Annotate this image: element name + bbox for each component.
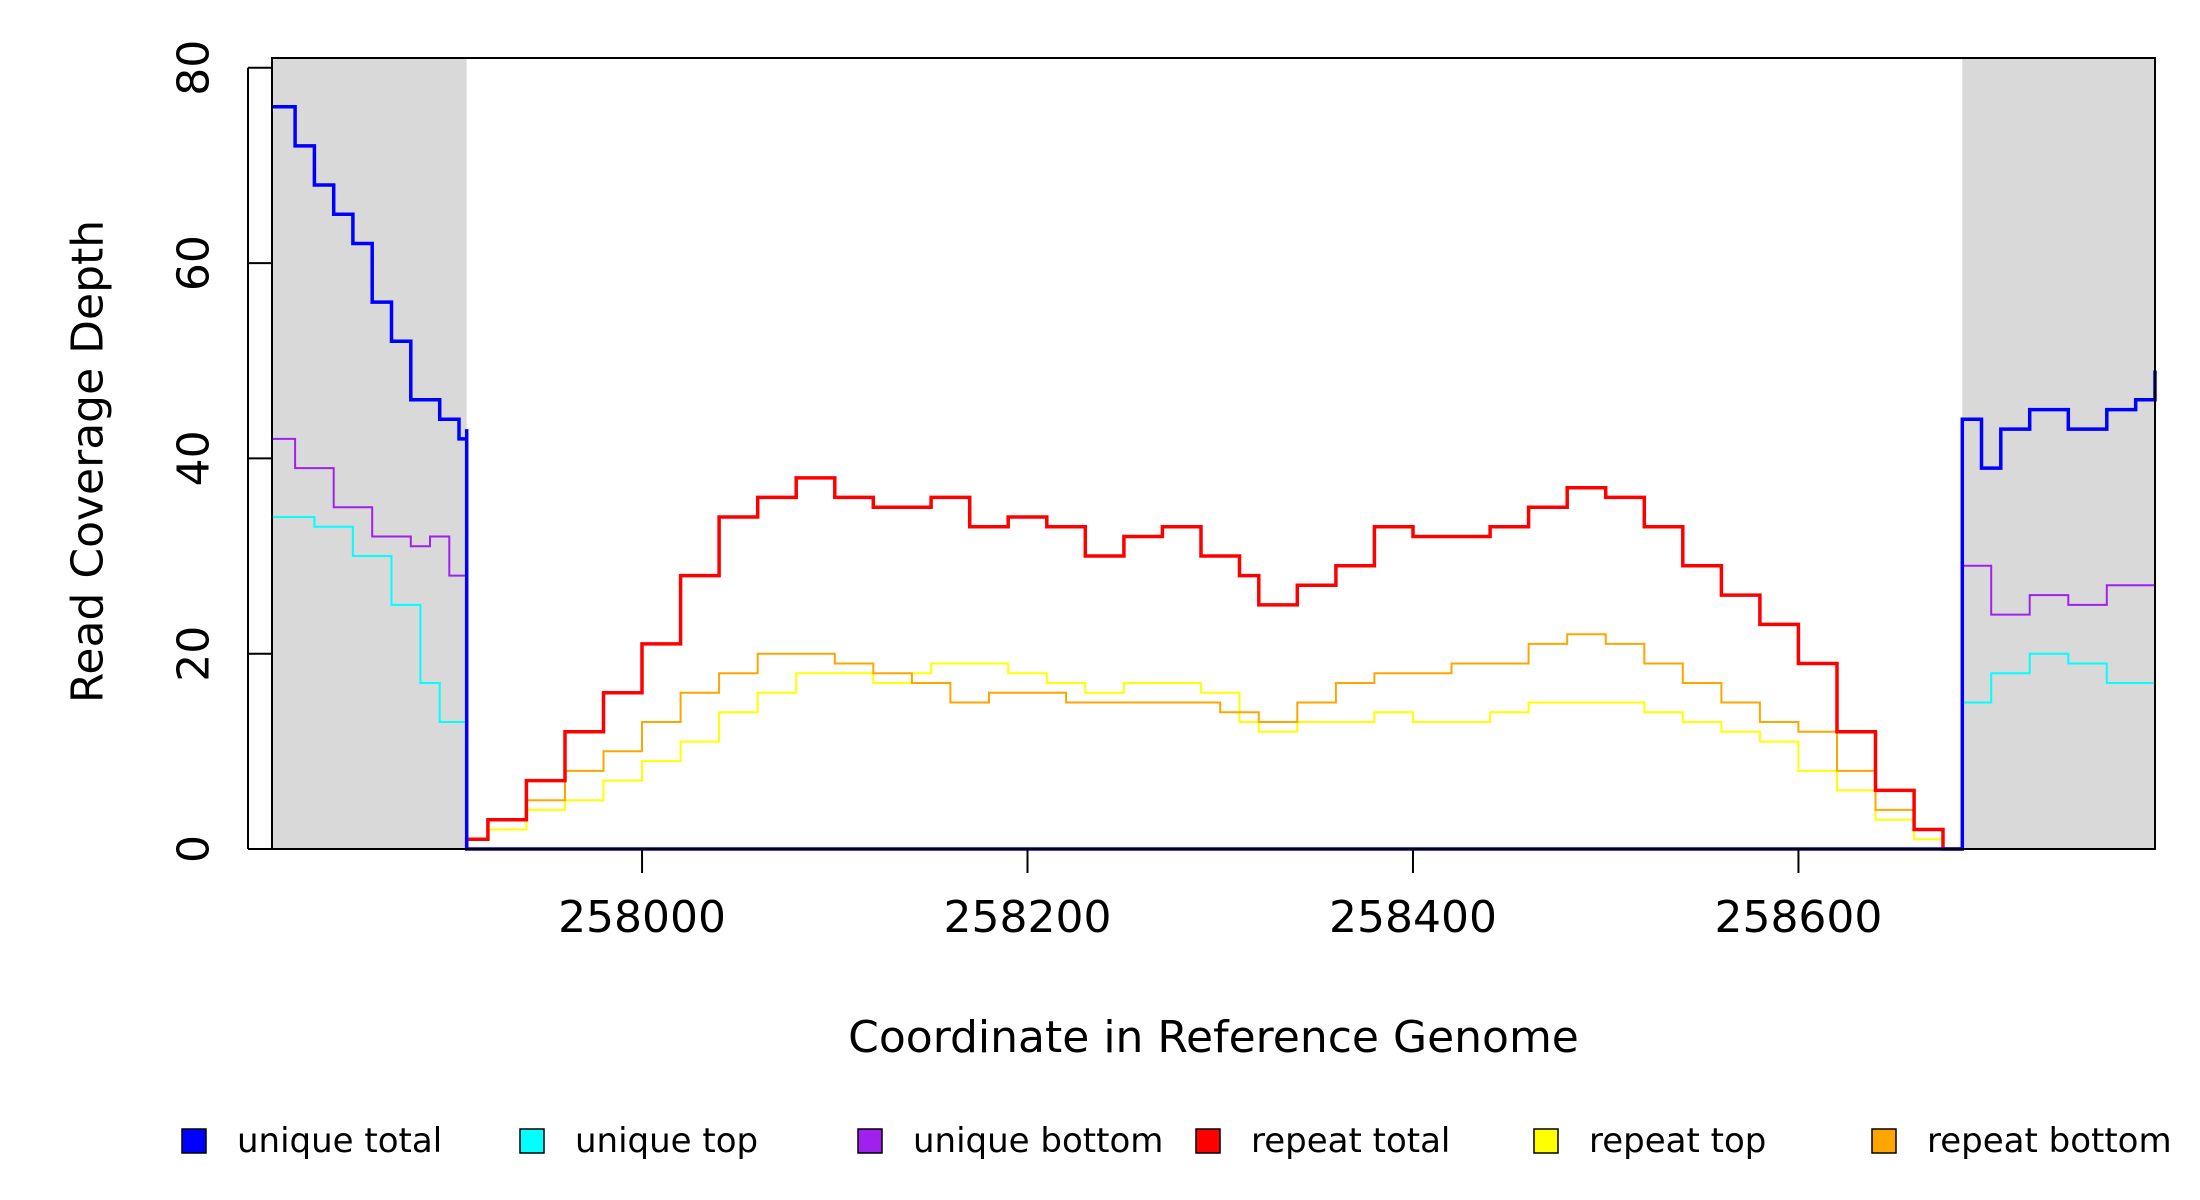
shaded-region-2: [1962, 58, 2155, 849]
y-tick-label: 20: [169, 626, 220, 682]
series-unique-total: [272, 105, 2157, 851]
legend-label-repeat-total: repeat total: [1251, 1121, 1450, 1161]
legend-label-unique-top: unique top: [575, 1121, 758, 1161]
series-lines: [272, 105, 2157, 851]
series-repeat-total: [464, 476, 1963, 851]
legend-swatch-repeat-bottom: [1871, 1128, 1897, 1154]
shaded-region-1: [272, 58, 467, 849]
y-axis-title: Read Coverage Depth: [63, 220, 114, 703]
legend: unique total unique top unique bottom repea…: [181, 1121, 2172, 1161]
legend-swatch-unique-bottom: [857, 1128, 883, 1154]
y-tick-label: 60: [169, 235, 220, 291]
series-repeat-top: [465, 662, 1963, 850]
legend-label-unique-bottom: unique bottom: [913, 1121, 1163, 1161]
plot-frame: [271, 57, 2156, 850]
x-axis: 258000 258200 258400 258600: [558, 849, 1882, 943]
legend-swatch-repeat-top: [1533, 1128, 1559, 1154]
series-repeat-bottom: [465, 633, 1963, 850]
x-tick-label: 258000: [558, 892, 726, 943]
shaded-regions: [272, 58, 2155, 849]
x-axis-title: Coordinate in Reference Genome: [848, 1012, 1579, 1063]
legend-swatch-unique-total: [181, 1128, 207, 1154]
legend-label-unique-total: unique total: [237, 1121, 442, 1161]
legend-label-repeat-top: repeat top: [1589, 1121, 1766, 1161]
legend-swatch-unique-top: [519, 1128, 545, 1154]
legend-label-repeat-bottom: repeat bottom: [1927, 1121, 2172, 1161]
y-tick-label: 40: [169, 430, 220, 486]
y-tick-label: 80: [169, 40, 220, 96]
x-tick-label: 258200: [944, 892, 1112, 943]
x-tick-label: 258600: [1714, 892, 1882, 943]
y-axis: 0 20 40 60 80: [169, 40, 272, 863]
series-unique-bottom: [272, 437, 2156, 850]
x-tick-label: 258400: [1329, 892, 1497, 943]
y-tick-label: 0: [169, 835, 220, 863]
legend-swatch-repeat-total: [1195, 1128, 1221, 1154]
